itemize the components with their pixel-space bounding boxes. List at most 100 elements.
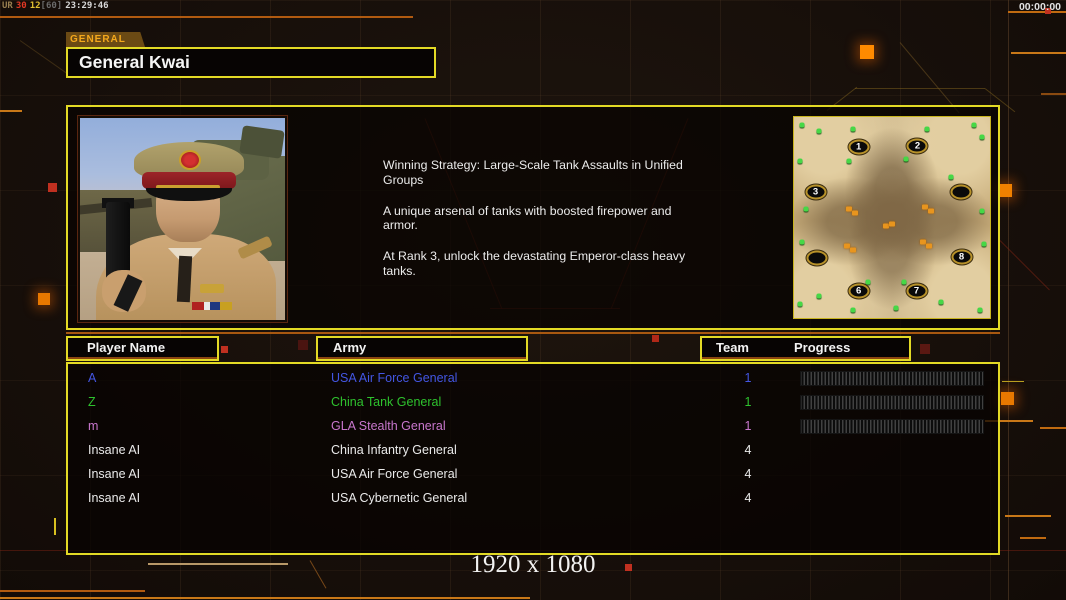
decor-line [1041, 93, 1066, 95]
player-name-cell: Z [88, 395, 96, 409]
header-player-name-label: Player Name [87, 340, 166, 355]
info-paragraph: Winning Strategy: Large-Scale Tank Assau… [383, 158, 683, 187]
header-team-label: Team [716, 340, 749, 355]
tree-dot [799, 122, 805, 128]
supply-dot [922, 204, 929, 210]
spawn-point: 3 [805, 184, 827, 200]
army-cell: GLA Stealth General [331, 419, 446, 433]
tree-dot [979, 208, 985, 214]
info-paragraph: A unique arsenal of tanks with boosted f… [383, 203, 672, 233]
decor-line [148, 563, 288, 565]
supply-dot [849, 247, 856, 253]
decor-line [1002, 381, 1024, 382]
tree-dot [816, 128, 822, 134]
spawn-point: 7 [906, 283, 927, 299]
header-team-progress: Team Progress [700, 336, 911, 361]
army-cell: USA Cybernetic General [331, 491, 468, 505]
team-cell: 4 [744, 443, 752, 457]
decor-line [0, 590, 145, 592]
portrait-tie [176, 255, 193, 303]
decor-square [298, 340, 308, 350]
general-tab-label: GENERAL [66, 32, 145, 47]
player-row: Insane AI USA Cybernetic General 4 [68, 487, 998, 511]
team-cell: 1 [744, 419, 752, 433]
tree-dot [850, 126, 856, 132]
supply-dot [883, 223, 890, 229]
decor-line [0, 110, 22, 112]
decor-square [221, 346, 228, 353]
army-cell: China Infantry General [331, 443, 457, 457]
tree-dot [924, 126, 930, 132]
progress-bar [800, 395, 984, 410]
decor-square [48, 183, 57, 192]
portrait-cap-visor [146, 188, 232, 201]
tree-dot [797, 158, 803, 164]
decor-line [0, 597, 530, 599]
player-name-cell: Insane AI [88, 491, 141, 505]
decor-square [1045, 8, 1051, 14]
tree-dot [903, 156, 909, 162]
resolution-text: 1920 x 1080 [470, 551, 596, 578]
decor-square [860, 45, 874, 59]
tree-dot [803, 206, 809, 212]
supply-dot [928, 208, 935, 214]
tree-dot [893, 305, 899, 311]
player-name-cell: Insane AI [88, 467, 141, 481]
tree-dot [948, 174, 954, 180]
player-table: A USA Air Force General 1 Z China Tank Gener… [66, 362, 1000, 555]
decor-line [855, 88, 985, 89]
player-row: Z China Tank General 1 [68, 391, 998, 415]
tree-dot [816, 293, 822, 299]
header-army: Army [316, 336, 528, 361]
supply-dot [845, 206, 852, 212]
tree-dot [901, 279, 907, 285]
supply-dot [851, 210, 858, 216]
player-rows: A USA Air Force General 1 Z China Tank Gener… [68, 364, 998, 553]
progress-bar [800, 419, 984, 434]
spawn-point: 6 [848, 283, 870, 299]
army-cell: USA Air Force General [331, 371, 458, 385]
decor-line [1008, 11, 1066, 13]
general-name-title: General Kwai [66, 47, 436, 78]
decor-line [1005, 515, 1051, 517]
team-cell: 4 [744, 491, 752, 505]
player-name-cell: Insane AI [88, 443, 141, 457]
team-cell: 4 [744, 467, 752, 481]
debug-fps: 30 [15, 1, 27, 11]
supply-dot [889, 221, 895, 227]
tree-dot [799, 239, 805, 245]
tree-dot [938, 299, 944, 305]
general-portrait [78, 116, 287, 322]
supply-dot [926, 243, 933, 249]
debug-value: 12 [29, 1, 41, 11]
decor-square [1001, 392, 1014, 405]
debug-label: UR [2, 1, 13, 11]
army-cell: USA Air Force General [331, 467, 458, 481]
player-row: A USA Air Force General 1 [68, 367, 998, 391]
header-army-label: Army [333, 340, 367, 355]
info-paragraph: At Rank 3, unlock the devastating Empero… [383, 249, 686, 278]
decor-line [66, 332, 1000, 334]
team-cell: 1 [744, 371, 752, 385]
supply-dot [843, 243, 850, 249]
map-preview: 1 2 3 8 6 7 [793, 116, 991, 319]
decor-line [1011, 52, 1066, 54]
general-description: Winning Strategy: Large-Scale Tank Assau… [383, 158, 705, 295]
player-row: Insane AI USA Air Force General 4 [68, 463, 998, 487]
spawn-point: 1 [848, 139, 870, 155]
decor-line [54, 518, 56, 535]
debug-overlay: UR 30 12[60] 23:29:46 [2, 1, 112, 11]
tree-dot [846, 158, 852, 164]
decor-line [1040, 427, 1066, 429]
team-cell: 1 [744, 395, 752, 409]
decor-square [652, 335, 659, 342]
debug-cap: [60] [40, 1, 63, 11]
tree-dot [977, 307, 983, 313]
portrait-ribbons [192, 302, 232, 310]
player-name-cell: m [88, 419, 99, 433]
spawn-point [806, 250, 828, 266]
portrait-tank-gear [239, 125, 285, 159]
decor-line [985, 420, 1033, 422]
tree-dot [797, 301, 803, 307]
